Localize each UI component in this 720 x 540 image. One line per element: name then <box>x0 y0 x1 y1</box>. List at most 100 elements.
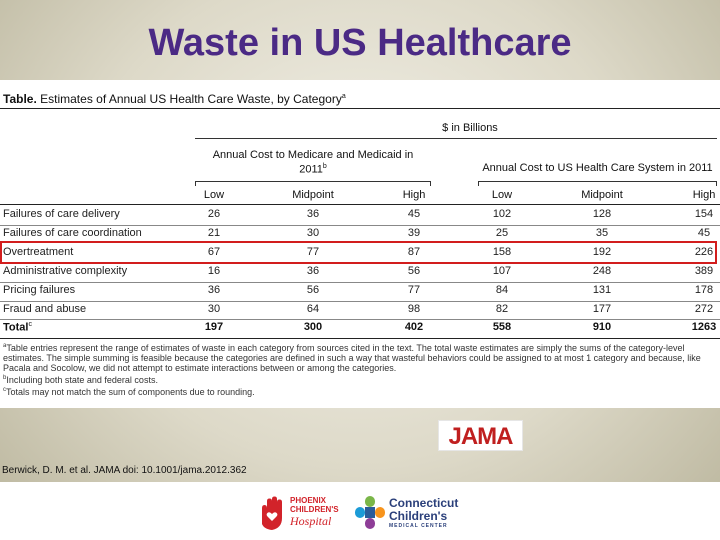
cell-midpoint-us: 177 <box>592 303 612 315</box>
footnote-b-mark: b <box>3 375 7 381</box>
cell-midpoint-us: 35 <box>595 227 609 239</box>
cell-low-medicare: 67 <box>207 246 221 258</box>
cell-high-medicare: 77 <box>407 284 421 296</box>
table-row: Pricing failures 36 56 77 84 131 178 <box>0 282 720 301</box>
cell-high-medicare: 87 <box>407 246 421 258</box>
table-caption-footnote-mark: a <box>341 93 346 100</box>
cell-midpoint-us: 128 <box>592 208 612 220</box>
col-header-midpoint-medicare: Midpoint <box>292 189 334 201</box>
cell-high-us: 272 <box>694 303 714 315</box>
group1-line1: Annual Cost to Medicare and Medicaid in <box>212 149 414 161</box>
row-category: Overtreatment <box>3 246 74 258</box>
row-rule <box>0 301 720 302</box>
table-row: Administrative complexity 16 36 56 107 2… <box>0 263 720 282</box>
cell-high-us: 226 <box>694 246 714 258</box>
pch-line2: CHILDREN'S <box>290 505 339 514</box>
table-row: Failures of care delivery 26 36 45 102 1… <box>0 206 720 225</box>
cell-high-us: 45 <box>697 227 711 239</box>
phoenix-childrens-hospital-logo: PHOENIX CHILDREN'S Hospital <box>256 494 352 532</box>
table-caption: Table. Estimates of Annual US Health Car… <box>3 92 346 106</box>
row-category: Failures of care coordination <box>3 227 142 239</box>
units-header-rule <box>195 138 717 139</box>
cell-low-medicare: 21 <box>207 227 221 239</box>
cell-midpoint-medicare: 77 <box>306 246 320 258</box>
cell-midpoint-medicare: 36 <box>306 208 320 220</box>
cell-midpoint-medicare: 30 <box>306 227 320 239</box>
footnote-b-text: Including both state and federal costs. <box>6 375 158 385</box>
footnote-b: bIncluding both state and federal costs. <box>3 373 717 385</box>
cell-high-medicare: 56 <box>407 265 421 277</box>
cell-low-us: 558 <box>492 321 512 333</box>
cell-low-us: 84 <box>495 284 509 296</box>
col-header-low-us: Low <box>491 189 513 201</box>
cell-low-medicare: 197 <box>204 321 224 333</box>
cell-low-medicare: 26 <box>207 208 221 220</box>
table-row-overtreatment: Overtreatment 67 77 87 158 192 226 <box>0 244 720 263</box>
cell-low-medicare: 30 <box>207 303 221 315</box>
group1-rule-tick-left <box>195 181 196 186</box>
cell-high-medicare: 402 <box>404 321 424 333</box>
cell-low-medicare: 36 <box>207 284 221 296</box>
table-row-total: Totalc 197 300 402 558 910 1263 <box>0 319 720 338</box>
plus-sign-icon <box>355 496 385 529</box>
table-caption-label: Table. <box>3 92 37 106</box>
table-row: Failures of care coordination 21 30 39 2… <box>0 225 720 244</box>
citation: Berwick, D. M. et al. JAMA doi: 10.1001/… <box>2 465 247 476</box>
col-header-high-medicare: High <box>402 189 426 201</box>
pch-line1: PHOENIX <box>290 496 327 505</box>
total-footnote-mark: c <box>28 321 32 328</box>
hand-heart-icon <box>262 496 282 530</box>
cell-midpoint-us: 131 <box>592 284 612 296</box>
cell-low-medicare: 16 <box>207 265 221 277</box>
row-category: Pricing failures <box>3 284 76 296</box>
column-header-rule <box>0 204 720 205</box>
cell-low-us: 158 <box>492 246 512 258</box>
cell-midpoint-medicare: 64 <box>306 303 320 315</box>
slide-title: Waste in US Healthcare <box>148 22 572 64</box>
caption-rule <box>0 108 720 109</box>
row-category-total: Totalc <box>3 321 32 334</box>
table-caption-text: Estimates of Annual US Health Care Waste… <box>36 92 342 106</box>
cell-low-us: 102 <box>492 208 512 220</box>
table-footnotes: aTable entries represent the range of es… <box>3 341 717 397</box>
cell-high-us: 1263 <box>691 321 717 333</box>
col-header-midpoint-us: Midpoint <box>581 189 623 201</box>
footnote-a-mark: a <box>3 343 7 349</box>
row-category: Fraud and abuse <box>3 303 87 315</box>
ccmc-line3: MEDICAL CENTER <box>389 523 448 529</box>
us-system-group-header: Annual Cost to US Health Care System in … <box>482 162 713 174</box>
group1-footnote-mark: b <box>322 163 327 170</box>
waste-table: Table. Estimates of Annual US Health Car… <box>0 80 720 408</box>
cell-high-medicare: 45 <box>407 208 421 220</box>
overtreatment-highlight-box <box>0 241 717 264</box>
ccmc-line2: Children's <box>389 509 448 523</box>
cell-high-us: 178 <box>694 284 714 296</box>
cell-low-us: 107 <box>492 265 512 277</box>
footnote-c-text: Totals may not match the sum of componen… <box>6 387 255 397</box>
group2-rule-tick-right <box>716 181 717 186</box>
cell-low-us: 82 <box>495 303 509 315</box>
group1-line2: 2011 <box>299 163 323 176</box>
col-header-low-medicare: Low <box>203 189 225 201</box>
row-rule <box>0 319 720 320</box>
ccmc-line1: Connecticut <box>389 496 459 510</box>
jama-logo: JAMA <box>438 420 523 451</box>
medicare-medicaid-group-header: Annual Cost to Medicare and Medicaid in … <box>195 149 431 176</box>
units-header: $ in Billions <box>442 122 498 134</box>
cell-midpoint-us: 248 <box>592 265 612 277</box>
pch-line3: Hospital <box>290 514 332 528</box>
cell-high-us: 389 <box>694 265 714 277</box>
cell-midpoint-medicare: 300 <box>303 321 323 333</box>
group2-rule-tick-left <box>478 181 479 186</box>
table-row: Fraud and abuse 30 64 98 82 177 272 <box>0 301 720 320</box>
total-label: Total <box>3 321 29 334</box>
group2-rule <box>478 181 717 182</box>
group1-rule <box>195 181 431 182</box>
col-header-high-us: High <box>692 189 716 201</box>
cell-high-us: 154 <box>694 208 714 220</box>
cell-high-medicare: 39 <box>407 227 421 239</box>
cell-midpoint-medicare: 36 <box>306 265 320 277</box>
row-category: Failures of care delivery <box>3 208 120 220</box>
cell-low-us: 25 <box>495 227 509 239</box>
row-category: Administrative complexity <box>3 265 128 277</box>
